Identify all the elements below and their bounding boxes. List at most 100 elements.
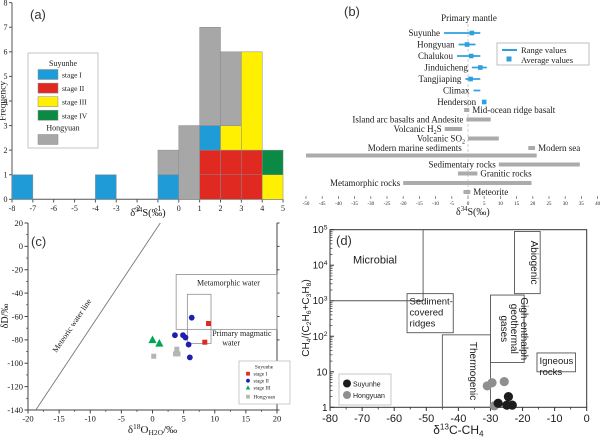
b-x-tick-label: -40 <box>335 202 342 207</box>
a-x-tick-label: -5 <box>71 204 78 213</box>
d-field-thermogenic: Thermogenic <box>467 342 478 400</box>
d-field-gigh-enthalph-geothermal-gases: geothermal <box>508 304 519 354</box>
b-reservoir-label: Island arc basalts and Andesite <box>352 115 463 125</box>
c-series-hongyuan <box>151 346 181 359</box>
a-y-tick-label: 3 <box>4 121 8 130</box>
c-metamorphic-water-label: Metamorphic water <box>197 279 260 288</box>
b-x-tick-label: 20 <box>530 202 536 207</box>
c-y-tick-label: -40 <box>12 288 23 298</box>
d-field-abiogenic: Abiogenic <box>528 241 539 285</box>
c-meteoric-water-line: Meteoric water line <box>35 222 161 411</box>
d-x-tick-label: -40 <box>450 413 466 425</box>
b-legend-range-label: Range values <box>521 45 567 55</box>
panel-a-histogram: -8 -7 -6 -5 -4 -3 -2 -1 0 1 2 3 4 5 0 1 2 3 4 5 6 7 8 δ34S(‰) Fr… <box>0 0 285 218</box>
d-x-tick-label: -20 <box>515 413 531 425</box>
a-y-tick-label: 0 <box>4 195 8 204</box>
d-y-tick-label: 104 <box>313 260 328 272</box>
b-x-tick-label: -20 <box>400 202 407 207</box>
a-histogram-bars <box>11 26 284 200</box>
b-x-tick-label: -5 <box>450 202 455 207</box>
d-y-tick-label: 102 <box>313 331 328 343</box>
a-y-axis-label: Frequency <box>0 81 9 121</box>
d-x-tick-label: -70 <box>354 413 370 425</box>
panel-c-tag: (c) <box>31 234 47 249</box>
d-series-suyunhe <box>493 392 517 410</box>
panel-b: Primary mantle Suyunhe Hongyuan Chalukou Jin… <box>300 0 600 218</box>
d-field-gigh-enthalph-geothermal-gases: gases <box>498 315 509 342</box>
a-x-tick-label: 4 <box>260 204 264 213</box>
d-series-hongyuan <box>482 376 509 411</box>
b-deposit-label: Tangjiaping <box>419 74 462 84</box>
b-primary-mantle-label: Primary mantle <box>441 13 497 23</box>
c-legend-item-label: Hongyuan <box>254 395 276 401</box>
b-x-tick-label: 10 <box>498 202 504 207</box>
c-primary-magmatic-water-label: water <box>222 339 240 348</box>
a-x-tick-label: -1 <box>155 204 162 213</box>
b-reservoir-label: Volcanic SO2 <box>417 134 465 146</box>
b-x-tick-label: 35 <box>579 202 585 207</box>
b-reservoir-label: Modern sea <box>538 143 580 153</box>
c-x-tick-label: 20 <box>273 414 282 424</box>
b-x-axis: -50 -45 -40 -35 -30 -25 -20 -15 -10 -5 0 5 10 15 20 25 3… <box>303 196 600 218</box>
d-field-sediment-covered-ridges: Sediment- <box>410 297 453 308</box>
b-reservoir-label: Modern marine sediments <box>368 143 462 153</box>
c-legend-item-label: stage III <box>254 386 271 392</box>
panel-d: -80 -70 -60 -50 -40 -30 -20 -10 0 1 10 102 103 104 105… <box>300 218 600 437</box>
a-y-tick-label: 6 <box>4 48 8 57</box>
c-x-tick-label: 0 <box>150 414 154 424</box>
a-axes: -8 -7 -6 -5 -4 -3 -2 -1 0 1 2 3 4 5 0 1 2 3 4 5 6 7 8 δ34S(‰) Fr… <box>0 0 285 218</box>
a-x-tick-label: 5 <box>281 204 285 213</box>
b-reservoir-rows: Mid-ocean ridge basalt Island arc basalts… <box>306 105 580 197</box>
d-x-tick-label: -80 <box>322 413 338 425</box>
a-x-tick-label: -3 <box>113 204 120 213</box>
c-series-stage-i <box>202 321 212 345</box>
b-x-tick-label: -30 <box>367 202 374 207</box>
c-x-tick-label: -5 <box>118 414 125 424</box>
b-deposit-label: Chalukou <box>418 51 453 61</box>
a-y-tick-label: 8 <box>4 0 8 7</box>
d-axes: -80 -70 -60 -50 -40 -30 -20 -10 0 1 10 102 103 104 105… <box>301 224 590 437</box>
b-reservoir-label: Sedimentary rocks <box>429 160 497 170</box>
c-y-tick-label: -120 <box>7 381 23 391</box>
a-legend-item-label: stage IV <box>62 111 88 120</box>
c-legend-item-label: stage II <box>254 379 270 385</box>
panel-c: -20 -15 -10 -5 0 5 10 15 20 20 0 -20 -40 -60 -80 -100 -1… <box>0 218 300 437</box>
panel-a-tag: (a) <box>30 7 46 22</box>
b-x-tick-label: 25 <box>547 202 553 207</box>
d-y-axis-label: CH4/(C2H6+C3H8) <box>301 279 313 357</box>
a-x-tick-label: -2 <box>134 204 141 213</box>
b-x-tick-label: -50 <box>303 202 310 207</box>
c-y-tick-label: -60 <box>12 311 23 321</box>
d-x-tick-label: -10 <box>547 413 563 425</box>
d-y-tick-label: 10 <box>316 367 328 378</box>
panel-a: -8 -7 -6 -5 -4 -3 -2 -1 0 1 2 3 4 5 0 1 2 3 4 5 6 7 8 δ34S(‰) Fr… <box>0 0 300 218</box>
d-y-tick-label: 103 <box>313 295 328 307</box>
panel-c-scatter: -20 -15 -10 -5 0 5 10 15 20 20 0 -20 -40 -60 -80 -100 -1… <box>0 218 291 437</box>
b-deposit-label: Suyunhe <box>409 28 441 38</box>
c-series-stage-ii <box>172 314 195 361</box>
c-x-tick-label: 5 <box>182 414 186 424</box>
b-x-tick-label: -10 <box>432 202 439 207</box>
d-y-tick-label: 1 <box>322 403 328 414</box>
d-x-tick-label: -30 <box>483 413 499 425</box>
b-reservoir-label: Meteorite <box>473 187 508 197</box>
c-x-tick-label: -10 <box>85 414 96 424</box>
a-y-tick-label: 5 <box>4 72 8 81</box>
b-x-tick-label: 15 <box>514 202 520 207</box>
a-legend-item-label: stage II <box>62 84 85 93</box>
b-x-tick-label: 40 <box>595 202 600 207</box>
c-x-tick-label: -15 <box>53 414 64 424</box>
c-legend-item-label: stage I <box>254 372 268 378</box>
d-x-axis-label: δ13C-CH4 <box>433 422 484 437</box>
a-x-tick-label: 2 <box>219 204 223 213</box>
d-field-sediment-covered-ridges: covered <box>410 308 444 319</box>
a-x-tick-label: -8 <box>9 204 16 213</box>
c-y-tick-label: -20 <box>12 265 23 275</box>
a-legend: Suyunhe stage I stage II stage III stage IV H… <box>27 52 99 149</box>
